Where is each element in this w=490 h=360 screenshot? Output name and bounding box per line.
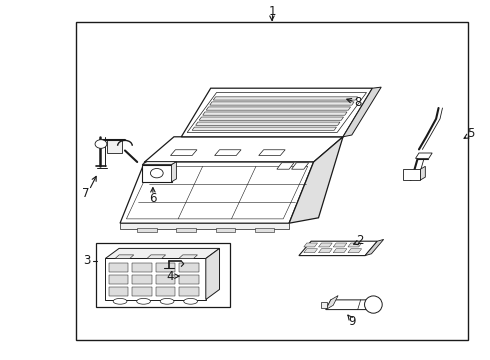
Polygon shape bbox=[304, 249, 318, 253]
Polygon shape bbox=[326, 300, 377, 310]
Polygon shape bbox=[206, 248, 220, 300]
Polygon shape bbox=[203, 112, 347, 115]
Polygon shape bbox=[192, 127, 337, 130]
Polygon shape bbox=[365, 239, 384, 256]
Polygon shape bbox=[115, 255, 134, 258]
Ellipse shape bbox=[365, 296, 382, 313]
Bar bbox=[176, 228, 196, 232]
Polygon shape bbox=[403, 169, 420, 180]
Text: 2: 2 bbox=[356, 234, 364, 247]
Polygon shape bbox=[171, 150, 197, 156]
Text: 5: 5 bbox=[466, 127, 474, 140]
Polygon shape bbox=[105, 248, 220, 258]
Polygon shape bbox=[199, 117, 343, 120]
Ellipse shape bbox=[95, 140, 107, 148]
Bar bbox=[137, 228, 157, 232]
Bar bbox=[321, 302, 327, 308]
Polygon shape bbox=[196, 122, 340, 125]
Bar bbox=[109, 263, 128, 272]
Polygon shape bbox=[326, 296, 338, 310]
Ellipse shape bbox=[150, 168, 163, 178]
Bar bbox=[132, 287, 152, 296]
Bar bbox=[255, 228, 274, 232]
Polygon shape bbox=[120, 162, 314, 223]
Text: 9: 9 bbox=[348, 315, 356, 328]
Ellipse shape bbox=[113, 298, 127, 304]
Bar bbox=[142, 165, 172, 182]
Polygon shape bbox=[318, 243, 332, 247]
Ellipse shape bbox=[160, 298, 174, 304]
Polygon shape bbox=[292, 163, 309, 169]
Polygon shape bbox=[187, 93, 367, 132]
Polygon shape bbox=[277, 163, 294, 169]
Bar bbox=[109, 287, 128, 296]
Polygon shape bbox=[318, 249, 332, 253]
Polygon shape bbox=[259, 150, 285, 156]
Polygon shape bbox=[420, 166, 425, 180]
Polygon shape bbox=[289, 137, 343, 223]
Polygon shape bbox=[215, 150, 241, 156]
Bar bbox=[96, 243, 230, 307]
Polygon shape bbox=[145, 137, 343, 162]
Text: 8: 8 bbox=[354, 96, 362, 109]
Bar bbox=[132, 263, 152, 272]
Text: 4: 4 bbox=[166, 270, 174, 283]
Bar bbox=[179, 287, 199, 296]
Bar bbox=[216, 228, 235, 232]
Bar bbox=[132, 275, 152, 284]
Polygon shape bbox=[179, 255, 197, 258]
Bar bbox=[107, 140, 122, 153]
Text: 6: 6 bbox=[149, 192, 157, 205]
Polygon shape bbox=[172, 162, 176, 182]
Polygon shape bbox=[213, 97, 358, 100]
Polygon shape bbox=[181, 88, 372, 137]
Text: 1: 1 bbox=[268, 5, 276, 18]
Bar bbox=[76, 22, 468, 340]
Polygon shape bbox=[142, 162, 176, 165]
Polygon shape bbox=[348, 243, 362, 247]
Ellipse shape bbox=[184, 298, 197, 304]
Bar bbox=[156, 263, 175, 272]
Bar bbox=[109, 275, 128, 284]
Polygon shape bbox=[333, 243, 347, 247]
Polygon shape bbox=[210, 102, 354, 105]
Polygon shape bbox=[299, 241, 377, 256]
Ellipse shape bbox=[137, 298, 150, 304]
Polygon shape bbox=[105, 258, 206, 300]
Polygon shape bbox=[206, 107, 350, 110]
Text: 7: 7 bbox=[82, 187, 90, 200]
Text: 3: 3 bbox=[83, 255, 91, 267]
Polygon shape bbox=[333, 249, 347, 253]
Bar bbox=[179, 263, 199, 272]
Bar bbox=[156, 287, 175, 296]
Bar bbox=[156, 275, 175, 284]
Polygon shape bbox=[348, 249, 362, 253]
Polygon shape bbox=[304, 243, 318, 247]
Polygon shape bbox=[416, 153, 432, 158]
Polygon shape bbox=[120, 223, 289, 229]
Polygon shape bbox=[147, 255, 166, 258]
Polygon shape bbox=[343, 87, 381, 137]
Bar bbox=[179, 275, 199, 284]
